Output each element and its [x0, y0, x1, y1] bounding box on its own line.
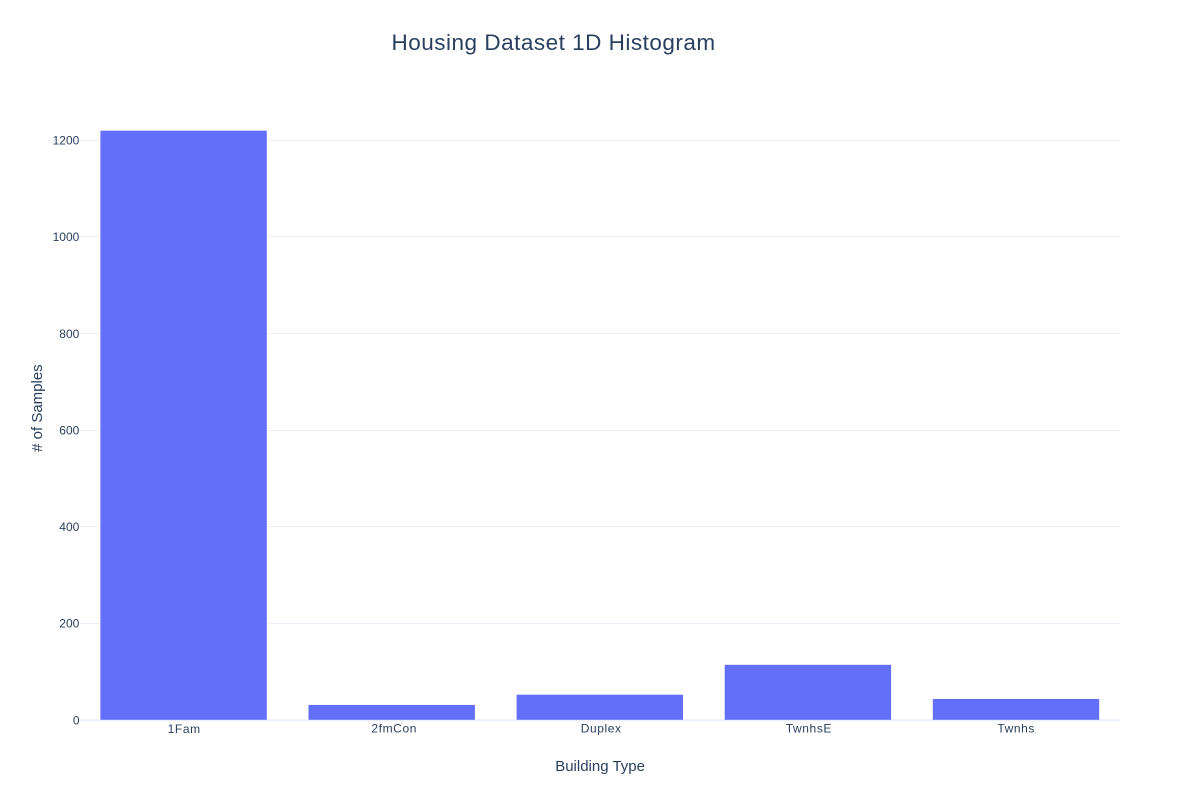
svg-text:0: 0	[73, 714, 80, 728]
svg-text:600: 600	[59, 423, 79, 437]
svg-text:800: 800	[59, 327, 79, 341]
svg-text:Duplex: Duplex	[581, 722, 622, 736]
svg-text:1000: 1000	[53, 230, 80, 244]
svg-text:Housing Dataset 1D Histogram: Housing Dataset 1D Histogram	[392, 30, 716, 55]
svg-text:200: 200	[59, 617, 79, 631]
svg-text:TwnhsE: TwnhsE	[786, 722, 832, 736]
svg-text:# of Samples: # of Samples	[29, 364, 46, 452]
svg-text:400: 400	[59, 520, 79, 534]
svg-text:Building Type: Building Type	[555, 758, 645, 775]
svg-text:2fmCon: 2fmCon	[371, 722, 417, 736]
svg-text:1Fam: 1Fam	[168, 722, 201, 736]
svg-text:Twnhs: Twnhs	[997, 722, 1035, 736]
svg-text:1200: 1200	[53, 134, 80, 148]
